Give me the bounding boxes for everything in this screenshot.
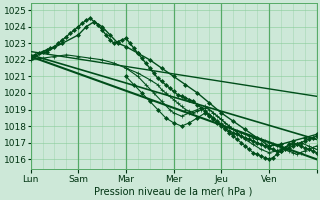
X-axis label: Pression niveau de la mer( hPa ): Pression niveau de la mer( hPa ) [94, 187, 253, 197]
